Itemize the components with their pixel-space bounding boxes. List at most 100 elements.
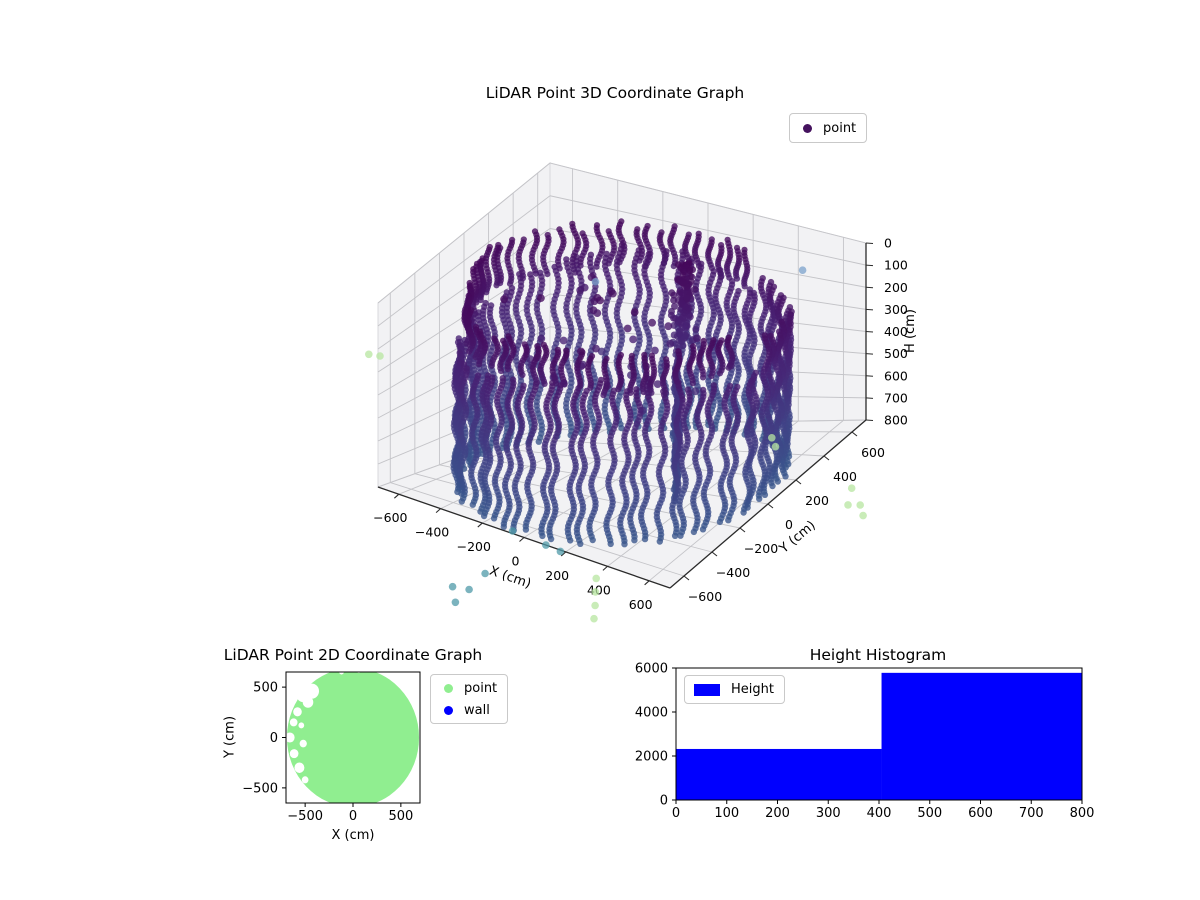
grid-line [390,482,685,577]
x-tick-label: 500 [917,806,942,821]
h-tick-label: 600 [884,368,908,383]
h-tick-label: 500 [884,346,908,361]
y-tick [851,431,858,437]
y-tick-label: −500 [242,781,278,796]
outlier-point [448,582,457,591]
x-tick [435,508,441,514]
legend-entry-height: Height [694,680,774,700]
h-tick [865,242,874,245]
grid-line [513,437,825,457]
cloud-hole [301,776,309,784]
h-tick-label: 200 [884,280,908,295]
legend-entry-wall: wall [440,700,497,720]
outlier-point [859,511,867,520]
y-tick [823,455,830,461]
y-tick-label: −400 [716,565,750,580]
h-tick-label: 100 [884,258,908,273]
x-tick-label: 0 [672,806,680,821]
outlier-point [771,442,780,451]
y-tick-label: 4000 [635,706,668,721]
cloud-hole [339,672,344,675]
x-tick-label: 600 [968,806,993,821]
y-tick-label: 0 [785,517,793,532]
hist-bar [881,672,1082,800]
h-tick [865,397,874,399]
h-axis-label: H (cm) [903,309,918,353]
outlier-point [591,588,600,596]
outlier-point [591,278,600,286]
x-tick-label: 200 [765,806,790,821]
x-tick-label: 200 [545,568,569,583]
y-tick [739,527,746,533]
h-tick-label: 800 [884,413,908,428]
grid-line [439,464,741,529]
outlier-point [508,527,517,535]
cloud-hole [289,749,299,759]
h-tick [865,353,874,355]
h-tick [865,330,874,333]
x-tick-label: −200 [457,539,491,554]
x-tick-label: −600 [373,510,407,525]
x-tick-label: 400 [587,582,611,597]
h-tick-label: 300 [884,302,908,317]
grid-line [537,428,853,433]
plot3d: −600 −400 −200 0 200 400 600 −600 −400 −200 0 200 40… [365,161,918,623]
x-tick-label: 800 [1070,806,1095,821]
point-marker-icon [444,683,453,693]
y-tick [795,479,802,485]
plot2d-xaxis-label: X (cm) [331,828,375,843]
h-tick [865,264,874,267]
outlier-point [556,547,565,556]
point-cloud-disc [286,672,420,803]
outlier-point [844,501,852,509]
plot2d-area [286,672,420,803]
outlier-point [768,434,776,442]
legend-entry-point3d: point [799,118,856,138]
outlier-point [591,601,599,610]
x-tick-label: 500 [388,809,413,824]
legend-label: Height [731,682,774,697]
hist-plot: 0 100 200 300 400 500 600 700 800 0 2000 4000 6000 [635,662,1095,822]
x-tick [477,522,483,528]
outlier-point [451,598,460,607]
h-tick [865,308,874,311]
cloud-hole [289,718,298,727]
cloud-hole [294,762,305,773]
grid-line [377,162,551,304]
grid-line [549,162,867,244]
legend-label: point [464,680,498,696]
grid-line [463,455,769,505]
plot2d: −500 0 500 −500 0 500 [242,671,421,824]
x-axis-label: X (cm) [487,564,533,592]
outlier-points [365,266,867,623]
x-tick [602,565,608,571]
y-tick-label: −600 [688,589,722,604]
outlier-point [798,266,807,275]
h-tick [865,286,874,289]
legend-label: point [823,120,857,136]
y-tick-label: −200 [744,541,778,556]
hist-bar [676,748,882,800]
hist-title: Height Histogram [809,646,947,664]
x-tick-label: 600 [629,597,653,612]
grid-line [549,195,867,266]
h-tick-label: 0 [884,236,892,251]
y-tick-label: 600 [861,445,885,460]
outlier-point [465,585,473,594]
y-tick-label: 0 [270,731,278,746]
h-tick-label: 400 [884,324,908,339]
legend-entry-point: point [440,678,497,698]
x-tick [519,537,525,542]
h-tick-label: 700 [884,390,908,405]
x-tick [393,493,400,499]
y-axis-label: Y (cm) [776,518,819,557]
x-tick-label: −500 [287,809,323,824]
y-tick-label: 6000 [635,662,668,677]
x-tick-label: 0 [349,809,357,824]
cloud-hole [302,696,314,708]
outlier-point [365,350,373,359]
y-tick [683,575,690,581]
outlier-point [481,569,489,578]
x-tick [644,580,650,586]
